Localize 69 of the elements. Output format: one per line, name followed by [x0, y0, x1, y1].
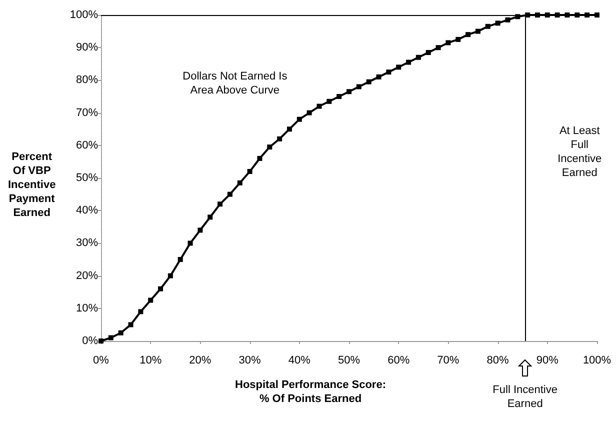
- point: [306, 110, 312, 116]
- point: [416, 54, 421, 60]
- point: [406, 60, 412, 65]
- y-tick-label: 100%: [70, 9, 98, 21]
- x-tick-label: 50%: [338, 354, 360, 366]
- y-axis-title: Percent Of VBP Incentive Payment Earned: [8, 151, 56, 219]
- point: [505, 17, 510, 22]
- point: [594, 12, 600, 18]
- point: [485, 24, 490, 29]
- point: [178, 257, 183, 262]
- point: [356, 84, 362, 90]
- x-tick-label: 70%: [437, 354, 460, 366]
- y-tick-label: 90%: [76, 42, 98, 54]
- point: [277, 136, 282, 142]
- x-axis-title: Hospital Performance Score: % Of Points Earned: [234, 379, 386, 405]
- point: [296, 116, 302, 122]
- point: [396, 64, 402, 70]
- point: [436, 45, 441, 50]
- point: [158, 286, 164, 292]
- point: [168, 273, 173, 278]
- x-tick-label: 100%: [582, 354, 612, 366]
- point: [188, 240, 193, 246]
- y-tick-label: 60%: [76, 139, 98, 152]
- x-tick-label: 20%: [189, 354, 212, 366]
- x-tick-label: 90%: [536, 354, 559, 366]
- x-tick-label: 40%: [288, 354, 311, 366]
- point: [198, 228, 203, 233]
- point: [446, 40, 451, 46]
- point: [108, 335, 114, 340]
- point: [128, 322, 134, 328]
- point: [336, 94, 342, 99]
- point: [237, 180, 242, 186]
- y-tick-label: 70%: [76, 106, 98, 119]
- y-tick-label: 0%: [82, 335, 98, 347]
- point: [495, 20, 500, 26]
- x-tick-label: 10%: [140, 354, 162, 366]
- point: [426, 50, 431, 55]
- point: [316, 104, 322, 109]
- y-tick-label: 10%: [76, 302, 98, 314]
- y-tick-label: 50%: [76, 172, 98, 184]
- y-tick-label: 30%: [76, 237, 98, 250]
- point: [286, 126, 292, 132]
- point: [227, 192, 232, 197]
- point: [475, 28, 480, 34]
- point: [247, 168, 252, 174]
- annotation: At Least Full Incentive Earned: [558, 124, 602, 179]
- point: [118, 330, 124, 336]
- point: [366, 79, 372, 84]
- point: [148, 298, 154, 303]
- point: [218, 202, 223, 207]
- x-tick-label: 30%: [238, 354, 262, 366]
- ref-line-label: Full Incentive Earned: [492, 384, 558, 410]
- point: [386, 70, 392, 75]
- point: [466, 32, 471, 38]
- point: [257, 156, 262, 161]
- x-tick-label: 0%: [93, 354, 110, 366]
- y-tick-label: 20%: [76, 270, 98, 282]
- point: [208, 214, 213, 220]
- y-tick-label: 80%: [76, 74, 98, 86]
- point: [326, 98, 332, 104]
- y-tick-label: 40%: [76, 204, 98, 217]
- point: [456, 36, 461, 42]
- point: [138, 309, 144, 314]
- x-tick-label: 60%: [388, 354, 410, 366]
- point: [267, 144, 272, 150]
- point: [376, 74, 382, 80]
- point: [346, 89, 352, 94]
- x-tick-label: 80%: [486, 354, 510, 366]
- annotation: Dollars Not Earned Is Area Above Curve: [182, 70, 288, 96]
